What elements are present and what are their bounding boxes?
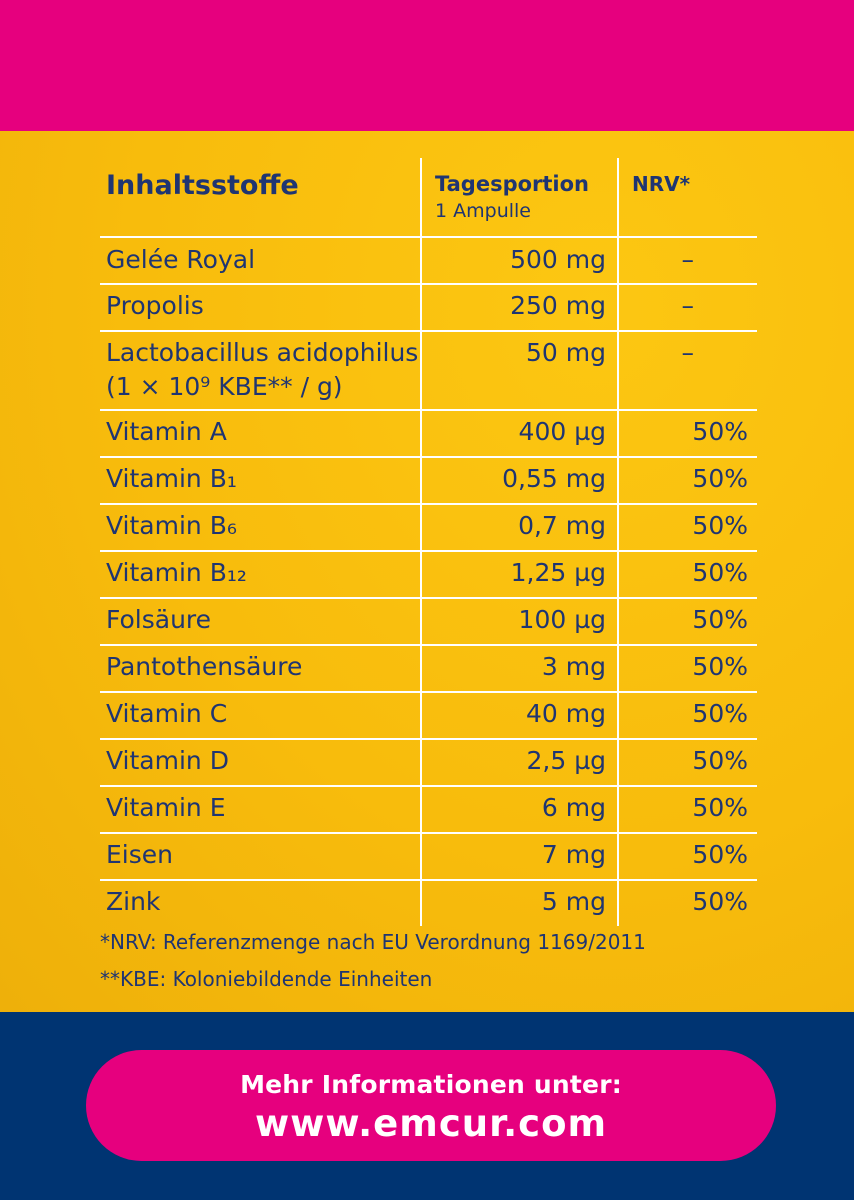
row-separator: [100, 785, 757, 787]
column-divider-2: [617, 158, 619, 926]
row-separator: [100, 738, 757, 740]
daily-amount: 40 mg: [526, 699, 606, 728]
row-separator: [100, 503, 757, 505]
daily-amount: 3 mg: [541, 652, 606, 681]
row-separator: [100, 644, 757, 646]
nrv-value: –: [681, 338, 695, 367]
daily-amount: 0,7 mg: [518, 511, 606, 540]
daily-amount: 50 mg: [526, 338, 606, 367]
ingredient-name: Zink: [106, 887, 161, 916]
footnote-nrv: *NRV: Referenzmenge nach EU Verordnung 1…: [100, 930, 646, 954]
nrv-value: 50%: [692, 417, 748, 446]
ingredient-name-detail: (1 × 10⁹ KBE** / g): [106, 372, 343, 401]
daily-portion-sublabel: 1 Ampulle: [435, 200, 531, 222]
row-separator: [100, 832, 757, 834]
nrv-value: 50%: [692, 605, 748, 634]
nrv-value: 50%: [692, 511, 748, 540]
ingredient-name: Lactobacillus acidophilus: [106, 338, 419, 367]
daily-amount: 5 mg: [541, 887, 606, 916]
website-link[interactable]: www.emcur.com: [254, 1102, 608, 1145]
row-separator: [100, 550, 757, 552]
nrv-value: 50%: [692, 887, 748, 916]
column-divider-1: [420, 158, 422, 926]
daily-amount: 2,5 µg: [526, 746, 606, 775]
ingredient-name: Folsäure: [106, 605, 212, 634]
row-separator: [100, 283, 757, 285]
ingredient-name: Vitamin B₁₂: [106, 558, 247, 587]
row-separator: [100, 409, 757, 411]
nrv-value: –: [681, 291, 695, 320]
ingredient-name: Propolis: [106, 291, 204, 320]
ingredient-name: Vitamin A: [106, 417, 227, 446]
more-info-label: Mehr Informationen unter:: [240, 1070, 622, 1099]
nrv-header: NRV*: [632, 172, 691, 196]
ingredient-name: Vitamin E: [106, 793, 226, 822]
daily-amount: 6 mg: [541, 793, 606, 822]
ingredients-panel: [0, 131, 854, 1012]
nrv-value: 50%: [692, 652, 748, 681]
nrv-value: 50%: [692, 746, 748, 775]
header-separator: [100, 236, 757, 238]
ingredients-header: Inhaltsstoffe: [106, 170, 299, 201]
daily-amount: 250 mg: [510, 291, 606, 320]
nrv-value: 50%: [692, 699, 748, 728]
top-pink-band: [0, 0, 854, 131]
row-separator: [100, 691, 757, 693]
nrv-value: 50%: [692, 793, 748, 822]
daily-amount: 400 µg: [518, 417, 606, 446]
daily-amount: 7 mg: [541, 840, 606, 869]
nrv-value: 50%: [692, 840, 748, 869]
more-info-pill: Mehr Informationen unter: www.emcur.com: [86, 1050, 776, 1161]
daily-amount: 0,55 mg: [502, 464, 606, 493]
ingredient-name: Vitamin B₁: [106, 464, 237, 493]
daily-portion-label: Tagesportion: [435, 172, 589, 196]
ingredient-name: Vitamin D: [106, 746, 229, 775]
ingredient-name: Eisen: [106, 840, 173, 869]
daily-amount: 100 µg: [518, 605, 606, 634]
ingredient-name: Gelée Royal: [106, 245, 256, 274]
nrv-value: 50%: [692, 558, 748, 587]
footnote-kbe: **KBE: Koloniebildende Einheiten: [100, 967, 433, 991]
row-separator: [100, 330, 757, 332]
nrv-value: –: [681, 245, 695, 274]
ingredient-name: Vitamin C: [106, 699, 228, 728]
row-separator: [100, 456, 757, 458]
daily-amount: 500 mg: [510, 245, 606, 274]
daily-portion-header: Tagesportion 1 Ampulle: [435, 172, 589, 222]
daily-amount: 1,25 µg: [510, 558, 606, 587]
ingredient-name: Pantothensäure: [106, 652, 303, 681]
row-separator: [100, 879, 757, 881]
row-separator: [100, 597, 757, 599]
nrv-value: 50%: [692, 464, 748, 493]
ingredient-name: Vitamin B₆: [106, 511, 237, 540]
